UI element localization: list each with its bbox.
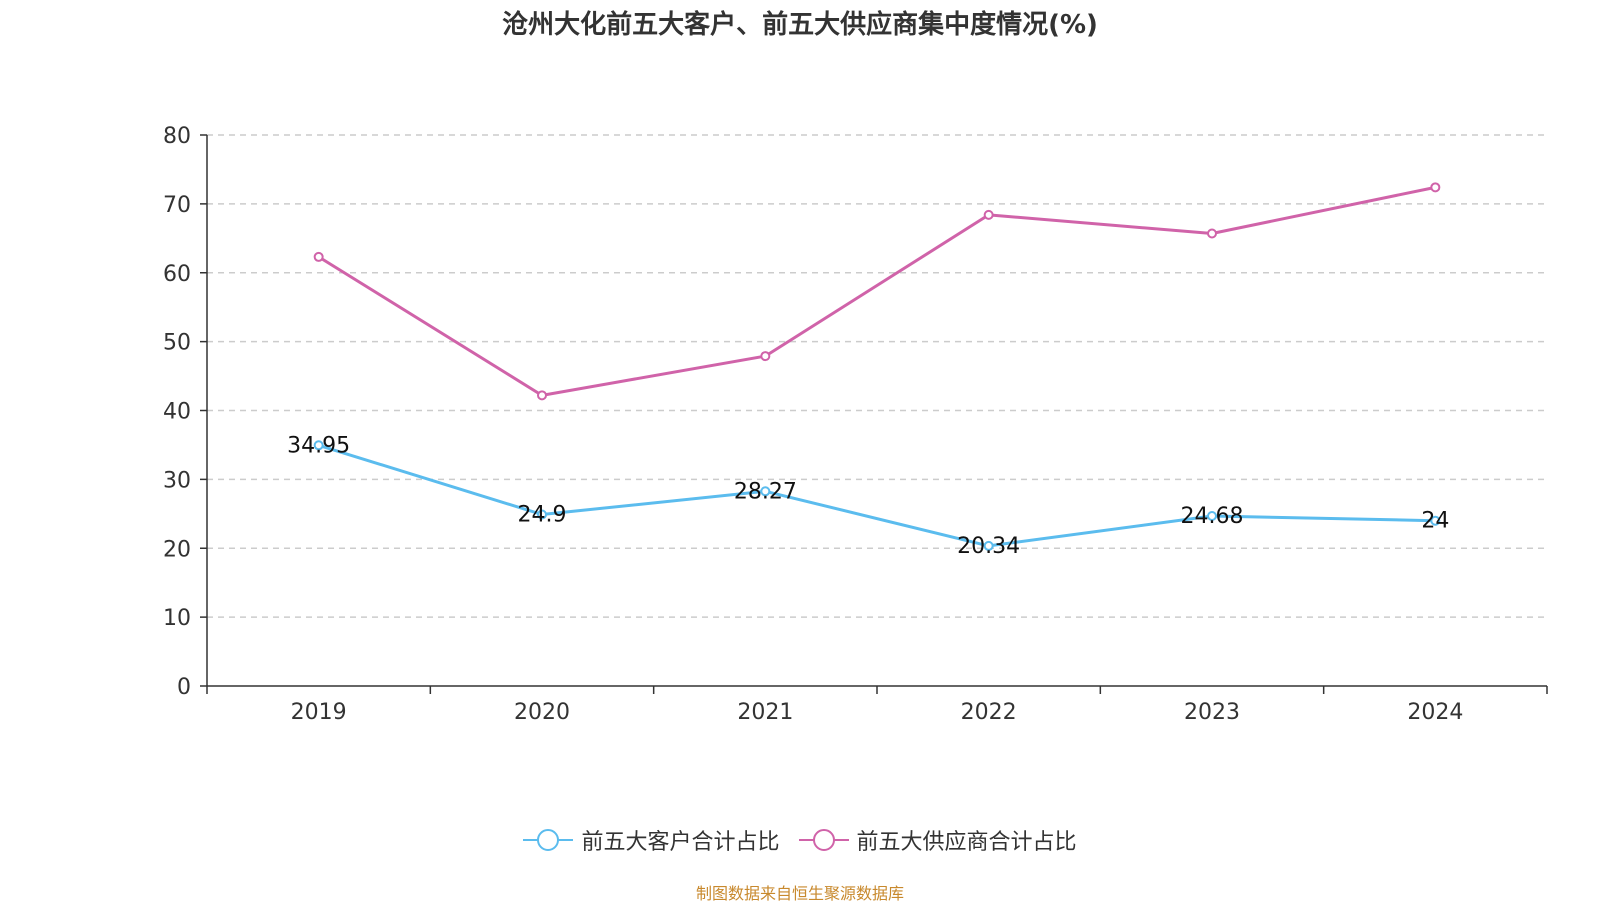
data-label: 24.9: [518, 503, 567, 528]
source-note: 制图数据来自恒生聚源数据库: [695, 884, 904, 903]
legend-item-suppliers[interactable]: 前五大供应商合计占比: [798, 824, 1077, 856]
legend-label-suppliers: 前五大供应商合计占比: [856, 830, 1077, 855]
data-point: [313, 251, 324, 262]
legend-marker-suppliers-icon: [798, 829, 849, 851]
legend-marker-customers-icon: [523, 829, 574, 851]
x-tick-label: 2024: [1407, 700, 1463, 725]
y-tick-label: 10: [163, 606, 191, 631]
data-point: [1207, 228, 1217, 239]
data-point: [1207, 511, 1217, 522]
legend: 前五大客户合计占比 前五大供应商合计占比: [0, 824, 1600, 859]
data-point: [760, 486, 771, 497]
series-line-1: [317, 185, 1436, 397]
data-point: [313, 440, 324, 451]
data-point: [1430, 515, 1441, 526]
data-point: [983, 209, 994, 220]
legend-item-customers[interactable]: 前五大客户合计占比: [523, 824, 780, 856]
data-point: [1430, 182, 1441, 193]
y-tick-label: 0: [177, 675, 191, 700]
y-tick-label: 30: [163, 468, 191, 493]
data-point: [760, 351, 771, 362]
data-label: 34.95: [287, 433, 350, 458]
data-label: 28.27: [734, 479, 797, 504]
data-label: 20.34: [957, 534, 1020, 559]
y-tick-label: 70: [163, 193, 191, 218]
chart-title: 沧州大化前五大客户、前五大供应商集中度情况(%): [502, 10, 1098, 40]
data-point: [983, 540, 994, 551]
line-chart: 0 10 20 30 40 50 60 70 80 2019 2020 2021 2022 2023 202…: [163, 124, 1548, 725]
y-tick-label: 50: [163, 331, 191, 356]
data-point: [537, 390, 547, 401]
y-tick-label: 20: [163, 537, 191, 562]
y-tick-label: 40: [163, 400, 191, 425]
y-tick-label: 60: [163, 262, 191, 287]
data-label: 24.68: [1181, 504, 1244, 529]
series-line-0: [318, 443, 1436, 548]
x-tick-label: 2020: [514, 700, 570, 725]
x-tick-label: 2022: [961, 700, 1017, 725]
y-tick-label: 80: [163, 124, 191, 149]
x-tick-label: 2019: [291, 700, 347, 725]
data-label: 24: [1421, 509, 1449, 534]
data-point: [537, 509, 547, 520]
x-tick-label: 2021: [737, 700, 793, 725]
legend-label-customers: 前五大客户合计占比: [581, 830, 780, 855]
x-tick-label: 2023: [1184, 700, 1240, 725]
